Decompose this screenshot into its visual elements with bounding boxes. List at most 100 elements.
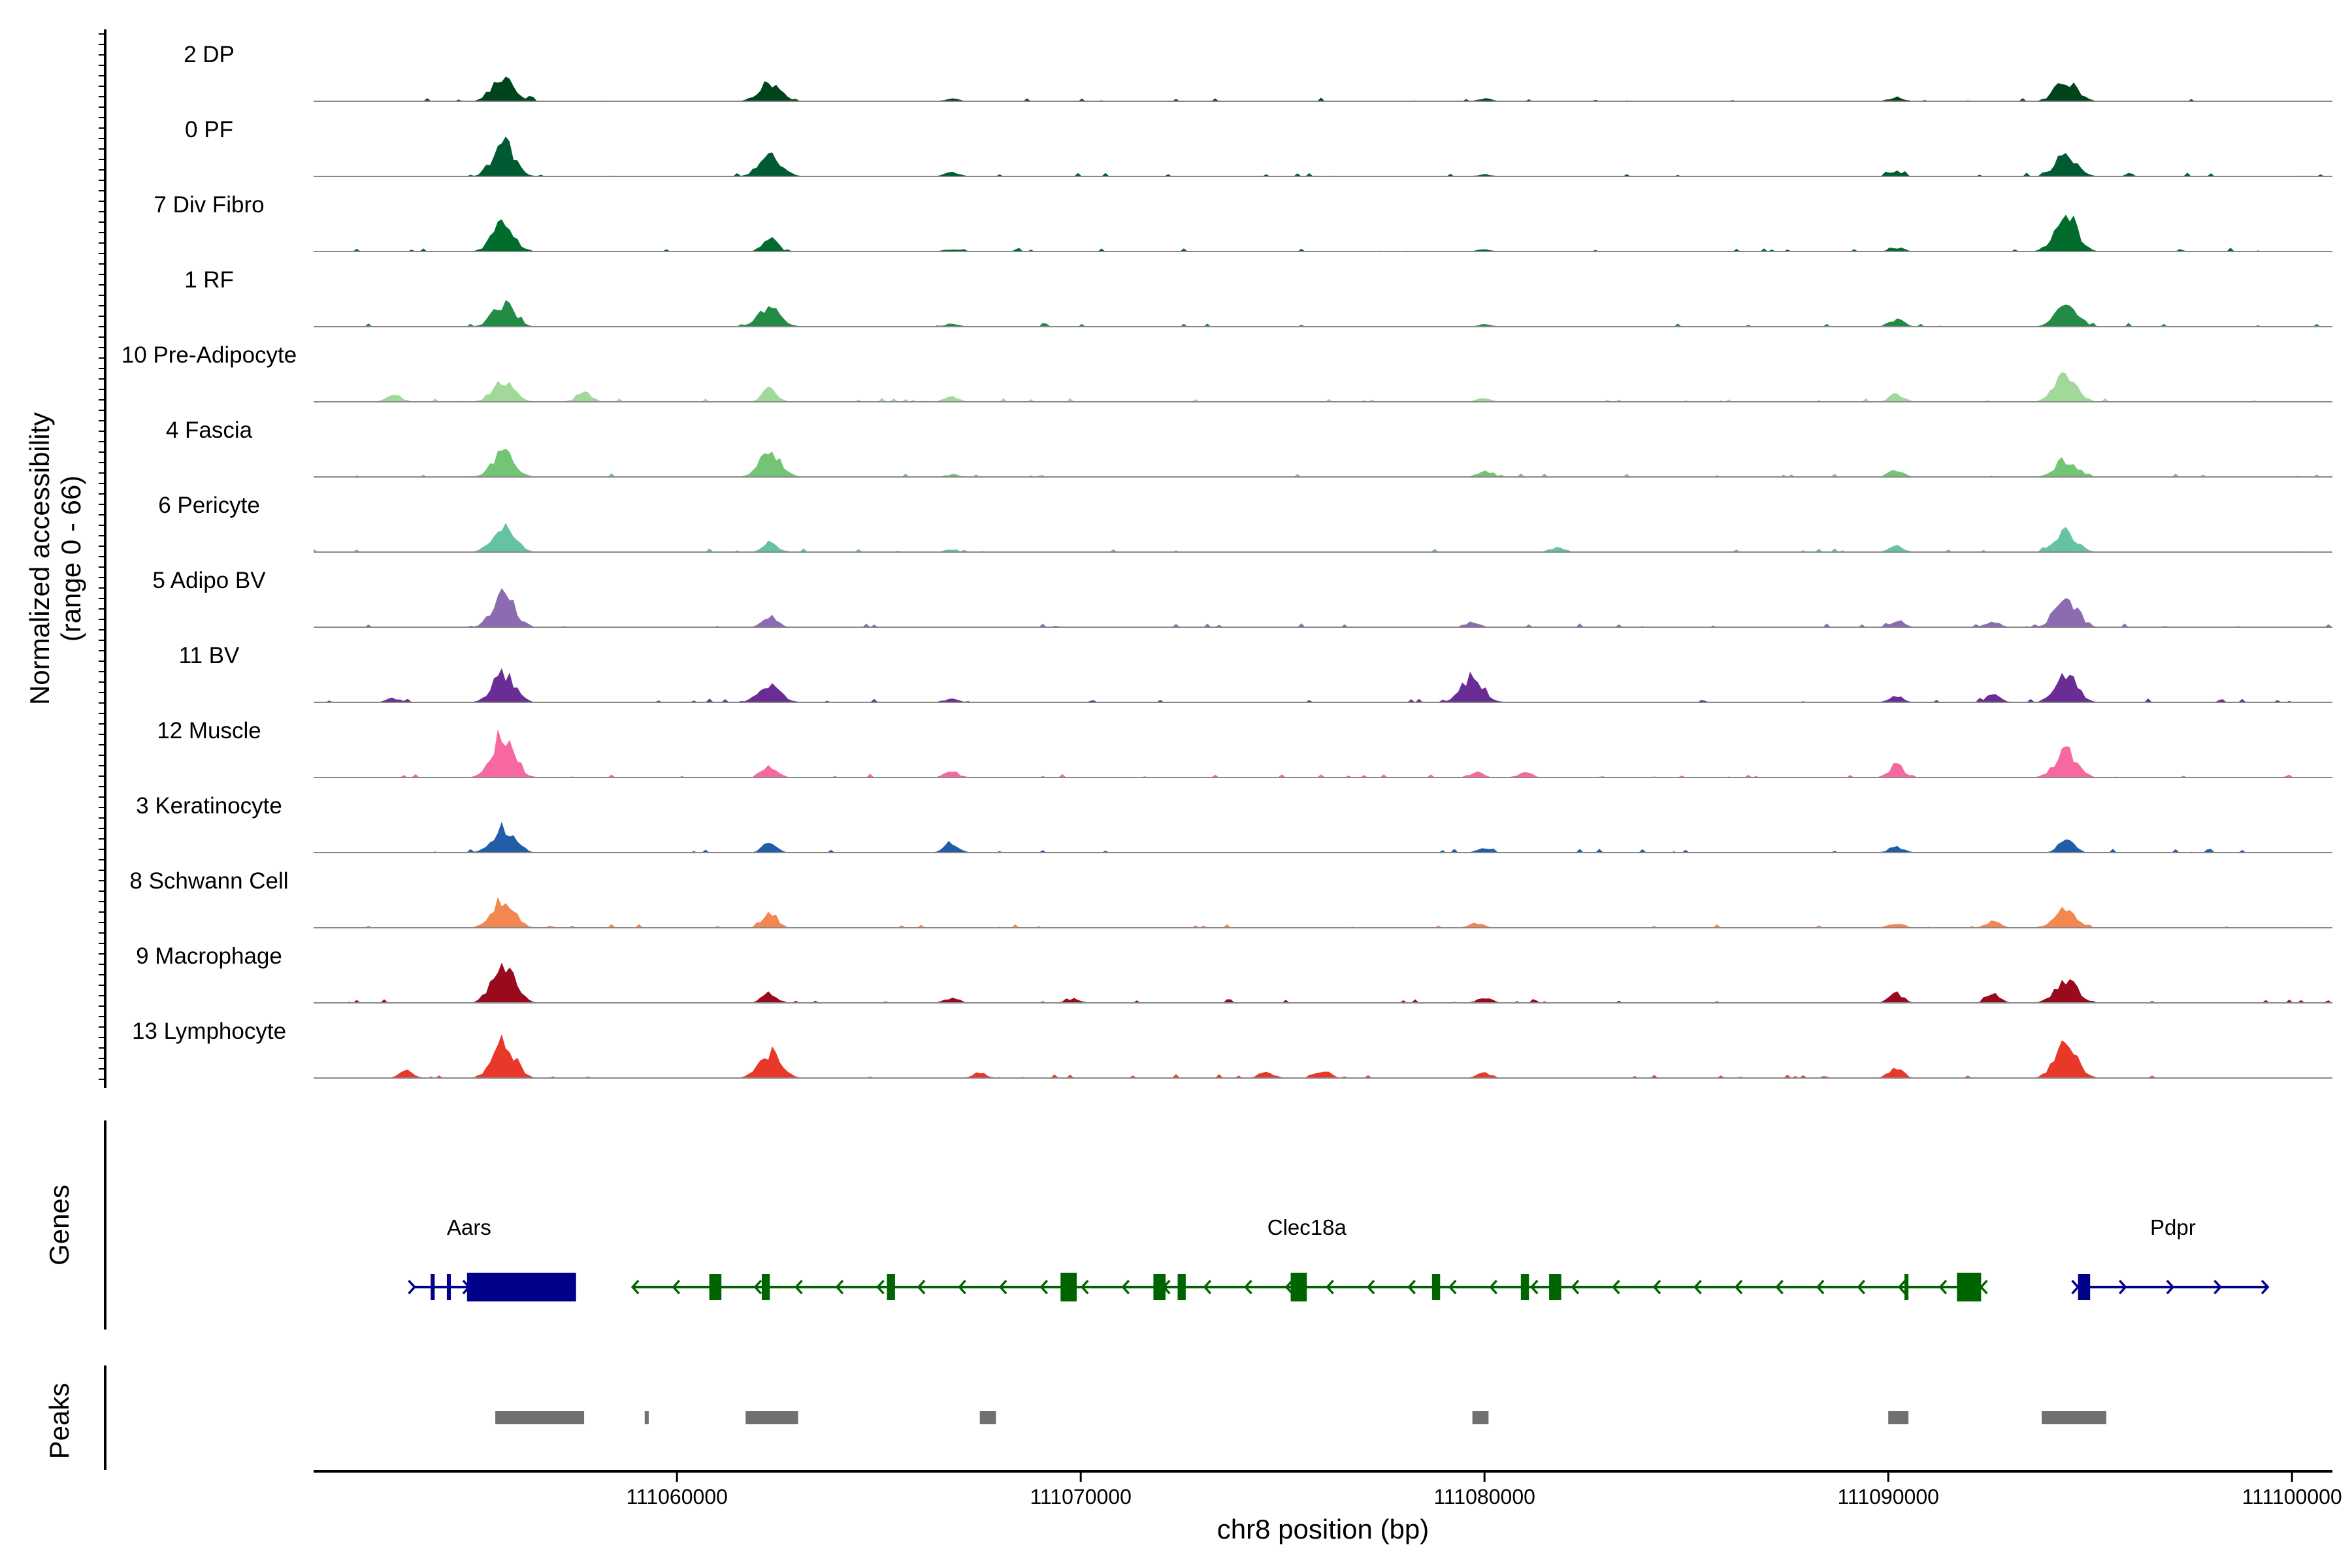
track: 8 Schwann Cell — [129, 868, 2332, 928]
track-label: 6 Pericyte — [158, 493, 260, 518]
coverage-area — [314, 448, 2332, 477]
coverage-tracks: 2 DP 0 PF 7 Div Fibro 1 RF 10 Pre-Adipocyte 4… — [122, 42, 2332, 1079]
exon — [1431, 1274, 1441, 1300]
exon — [1290, 1273, 1307, 1301]
strand-arrow — [1897, 1279, 1906, 1295]
x-tick-label: 111070000 — [1030, 1485, 1131, 1509]
peak-region — [1888, 1411, 1909, 1424]
strand-arrow — [1529, 1279, 1539, 1295]
strand-arrow — [753, 1279, 762, 1295]
strand-arrow — [1244, 1279, 1252, 1295]
track-label: 13 Lymphocyte — [132, 1019, 286, 1044]
peak-region — [979, 1411, 996, 1424]
exon — [466, 1273, 576, 1301]
strand-arrow — [1571, 1279, 1580, 1295]
x-axis-ticks: 111060000 111070000 111080000 111090000 1111… — [626, 1471, 2342, 1509]
gene: Pdpr — [2071, 1215, 2270, 1300]
coverage-area — [314, 523, 2332, 552]
track-label: 12 Muscle — [157, 718, 261, 743]
track: 10 Pre-Adipocyte — [122, 342, 2332, 402]
track-label: 11 BV — [179, 643, 240, 668]
strand-arrow — [1448, 1279, 1457, 1295]
strand-arrow — [958, 1279, 966, 1295]
strand-arrow — [2118, 1279, 2127, 1295]
track: 12 Muscle — [157, 718, 2332, 778]
strand-arrow — [1816, 1279, 1825, 1295]
strand-arrow — [1693, 1279, 1702, 1295]
strand-arrow — [630, 1279, 640, 1295]
genes-label: Genes — [44, 1184, 74, 1266]
track: 6 Pericyte — [158, 493, 2332, 553]
exon — [1177, 1274, 1186, 1300]
exon — [1060, 1273, 1077, 1301]
strand-arrow — [408, 1279, 416, 1295]
strand-arrow — [1612, 1279, 1620, 1295]
coverage-area — [314, 372, 2332, 402]
coverage-area — [314, 588, 2332, 627]
x-tick-label: 111100000 — [2242, 1485, 2342, 1509]
track-label: 4 Fascia — [166, 417, 253, 443]
track: 11 BV — [179, 643, 2332, 703]
gene-label: Aars — [447, 1215, 491, 1239]
coverage-area — [314, 728, 2332, 777]
exon — [446, 1274, 451, 1300]
track: 3 Keratinocyte — [136, 793, 2332, 853]
exon — [887, 1274, 895, 1300]
strand-arrow — [2261, 1279, 2270, 1295]
track: 4 Fascia — [166, 417, 2332, 478]
peak-track — [495, 1411, 2106, 1424]
ylabel-line1: Normalized accessibility — [24, 412, 55, 705]
peak-region — [2042, 1411, 2106, 1424]
peak-region — [1472, 1411, 1489, 1424]
peak-region — [745, 1411, 798, 1424]
strand-arrow — [1366, 1279, 1375, 1295]
strand-arrow — [1857, 1279, 1865, 1295]
track-label: 10 Pre-Adipocyte — [122, 342, 297, 368]
coverage-y-label: Normalized accessibility (range 0 - 66) — [24, 412, 86, 705]
strand-arrow — [1734, 1279, 1743, 1295]
peak-region — [644, 1411, 649, 1424]
strand-arrow — [876, 1279, 885, 1295]
coverage-area — [314, 1034, 2332, 1078]
x-tick-label: 111090000 — [1837, 1485, 1938, 1509]
strand-arrow — [1489, 1279, 1498, 1295]
coverage-area — [314, 136, 2332, 176]
exon — [1904, 1274, 1909, 1300]
exon — [1957, 1273, 1982, 1301]
exon — [2078, 1274, 2091, 1300]
track-label: 7 Div Fibro — [154, 192, 264, 218]
exon — [709, 1274, 722, 1300]
track: 2 DP — [184, 42, 2332, 102]
exon — [1153, 1274, 1166, 1300]
peak-region — [495, 1411, 585, 1424]
track-label: 0 PF — [185, 117, 233, 142]
track-label: 5 Adipo BV — [152, 568, 266, 593]
strand-arrow — [1407, 1279, 1416, 1295]
strand-arrow — [1775, 1279, 1784, 1295]
coverage-area — [314, 821, 2332, 853]
strand-arrow — [2166, 1279, 2175, 1295]
gene: Aars — [408, 1215, 576, 1301]
exon — [1549, 1274, 1561, 1300]
ylabel-line2: (range 0 - 66) — [56, 476, 86, 642]
strand-arrow — [835, 1279, 844, 1295]
gene-label: Clec18a — [1267, 1215, 1347, 1239]
coverage-area — [314, 214, 2332, 252]
strand-arrow — [1080, 1279, 1089, 1295]
strand-arrow — [1203, 1279, 1212, 1295]
strand-arrow — [1938, 1279, 1948, 1295]
x-tick-label: 111080000 — [1433, 1485, 1535, 1509]
strand-arrow — [1326, 1279, 1334, 1295]
strand-arrow — [2213, 1279, 2222, 1295]
coverage-y-ticks — [99, 33, 105, 1080]
track: 9 Macrophage — [136, 943, 2332, 1004]
strand-arrow — [1284, 1279, 1294, 1295]
gene-track: Aars Clec18a Pdpr — [408, 1215, 2270, 1301]
strand-arrow — [794, 1279, 803, 1295]
x-tick-label: 111060000 — [626, 1485, 727, 1509]
track-label: 8 Schwann Cell — [129, 868, 288, 894]
x-axis-label: chr8 position (bp) — [1217, 1514, 1429, 1544]
track-label: 9 Macrophage — [136, 943, 282, 969]
